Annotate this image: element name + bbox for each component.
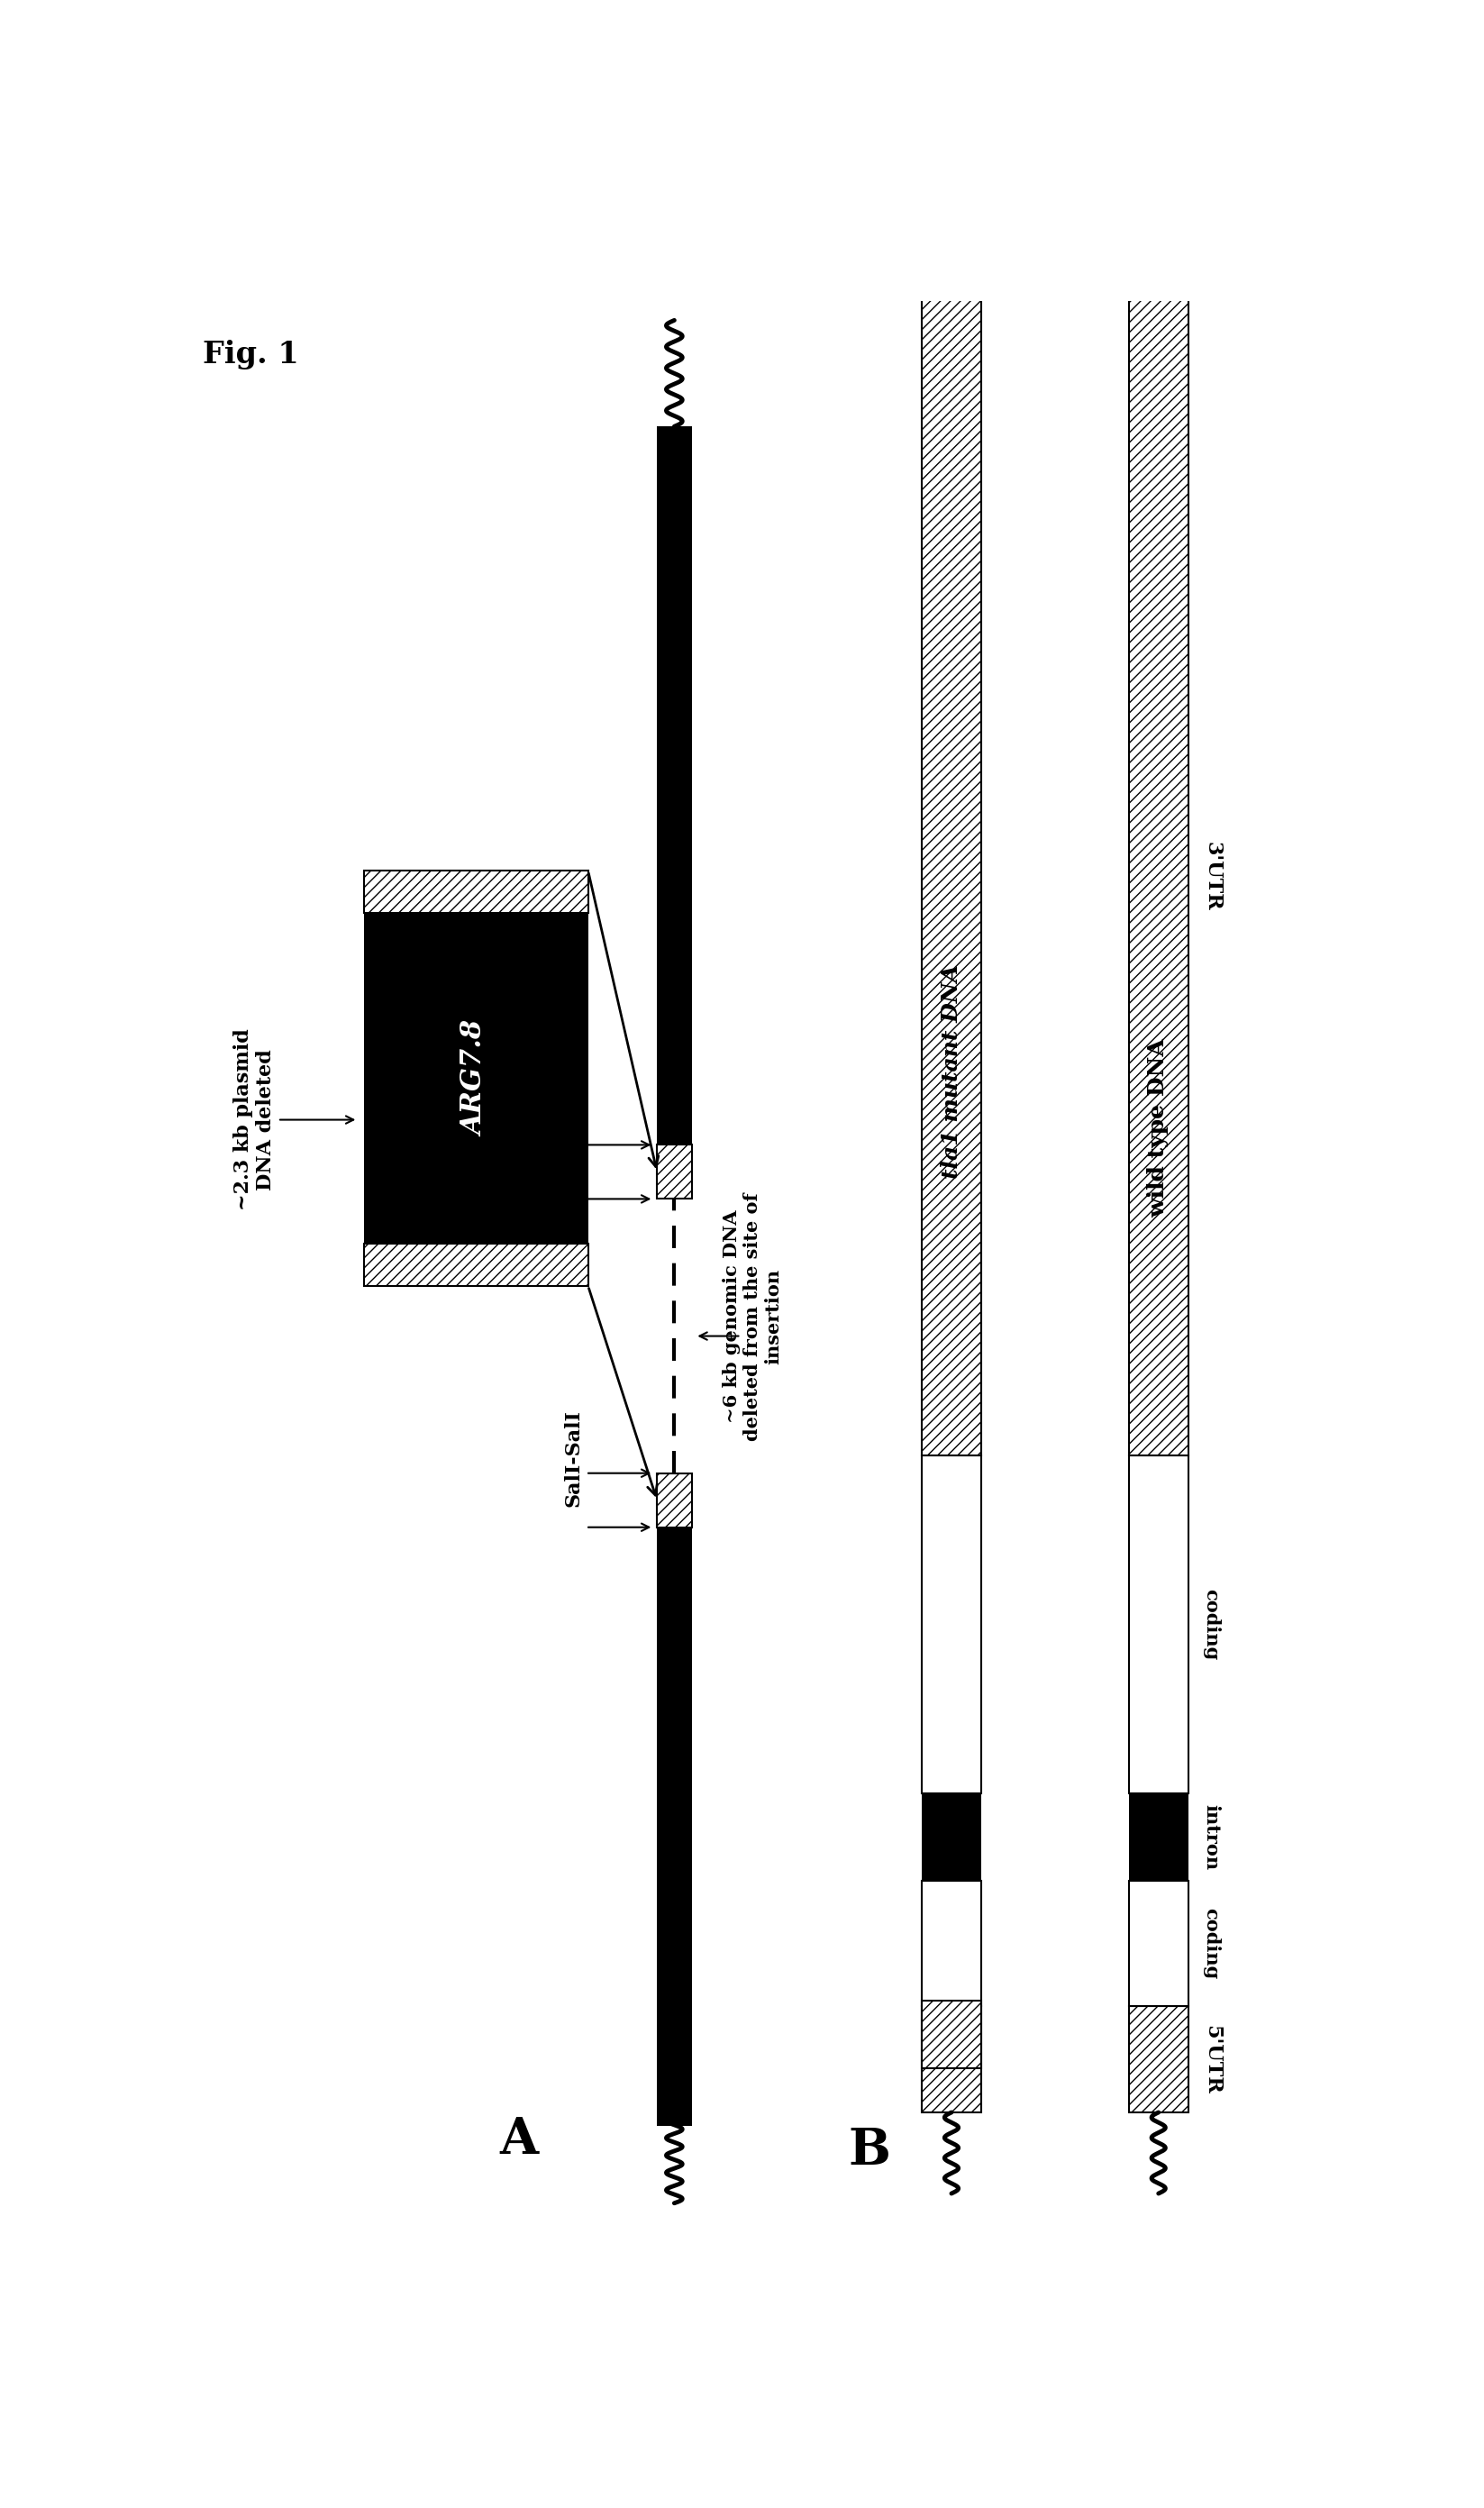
Text: B: B [849,2127,890,2177]
Bar [1129,1881,1189,2006]
Text: A: A [500,2114,539,2164]
Text: ~6 kb genomic DNA
deleted from the site of
insertion: ~6 kb genomic DNA deleted from the site … [723,1194,782,1442]
Bar [922,2006,981,2112]
Bar [657,1144,692,1199]
Text: ARG7.8: ARG7.8 [941,1645,962,1738]
Text: Fig. 1: Fig. 1 [203,339,298,369]
Bar [1129,296,1189,1455]
Bar [922,1793,981,1881]
Bar [657,426,692,1144]
Text: NdeI-NdeI: NdeI-NdeI [562,1066,583,1181]
Bar [1129,1455,1189,1793]
Text: ARG7.8: ARG7.8 [462,1021,490,1136]
Text: coding: coding [1202,1909,1220,1979]
Bar [657,1527,692,2127]
Bar [1129,1793,1189,1881]
Text: coding: coding [1202,1590,1220,1660]
Bar [922,2001,981,2069]
Bar [922,1881,981,2006]
Bar [364,913,588,1244]
Text: ~2.3 kb plasmid
DNA deleted: ~2.3 kb plasmid DNA deleted [233,1028,276,1211]
Text: 3'UTR: 3'UTR [1202,843,1221,910]
Text: 5'UTR: 5'UTR [1202,2024,1221,2094]
Bar [922,1455,981,1793]
Bar [657,1472,692,1527]
Bar [364,870,588,913]
Bar [364,1244,588,1287]
Text: SalI-SalI: SalI-SalI [562,1409,583,1507]
Bar [922,296,981,1455]
Bar [1129,2006,1189,2112]
Text: wild type DNA: wild type DNA [1147,1038,1169,1216]
Text: tla1 mutant DNA: tla1 mutant DNA [941,963,962,1179]
Bar [922,1382,981,2001]
Text: intron: intron [1202,1803,1220,1871]
